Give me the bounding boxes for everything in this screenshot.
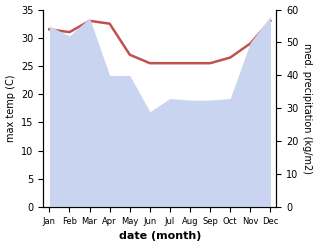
Y-axis label: med. precipitation (kg/m2): med. precipitation (kg/m2)	[302, 43, 313, 174]
Y-axis label: max temp (C): max temp (C)	[5, 75, 16, 142]
X-axis label: date (month): date (month)	[119, 231, 201, 242]
